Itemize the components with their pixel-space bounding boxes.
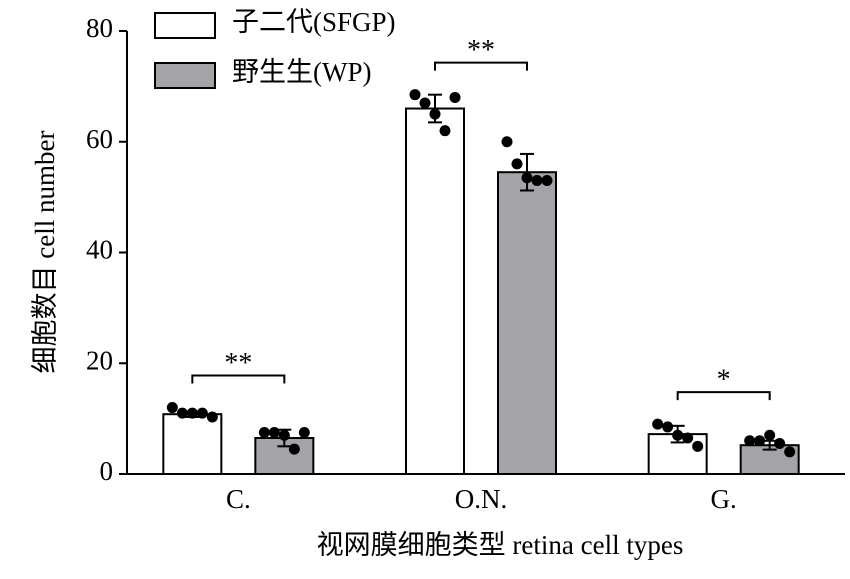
data-point — [176, 407, 188, 419]
data-point — [662, 421, 674, 433]
data-point — [439, 125, 451, 137]
data-point — [419, 97, 431, 109]
x-tick-label: G. — [711, 484, 737, 514]
y-tick-label: 0 — [100, 456, 114, 486]
y-tick-label: 20 — [86, 345, 113, 375]
data-point — [206, 411, 218, 423]
data-point — [511, 158, 523, 170]
significance-bracket — [676, 391, 771, 401]
data-point — [186, 407, 198, 419]
data-point — [196, 407, 208, 419]
legend-swatch — [154, 62, 216, 89]
data-point — [166, 402, 178, 414]
data-point — [521, 172, 533, 184]
bar — [405, 107, 465, 476]
significance-bracket — [191, 374, 286, 384]
data-point — [692, 440, 704, 452]
data-point — [429, 108, 441, 120]
data-point — [278, 429, 290, 441]
data-point — [764, 429, 776, 441]
legend-label: 子二代(SFGP) — [232, 7, 396, 37]
data-point — [409, 89, 421, 101]
data-point — [754, 435, 766, 447]
data-point — [298, 426, 310, 438]
data-point — [784, 446, 796, 458]
significance-bracket — [434, 61, 528, 71]
data-point — [258, 426, 270, 438]
data-point — [531, 175, 543, 187]
y-tick-label: 60 — [86, 124, 113, 154]
y-tick-label: 40 — [86, 235, 113, 265]
legend-swatch — [154, 12, 216, 39]
data-point — [449, 91, 461, 103]
significance-label: * — [717, 365, 731, 396]
data-point — [268, 426, 280, 438]
data-point — [682, 432, 694, 444]
legend-label: 野生生(WP) — [232, 57, 371, 87]
data-point — [541, 175, 553, 187]
y-tick-label: 80 — [86, 13, 113, 43]
data-point — [774, 438, 786, 450]
significance-label: ** — [224, 348, 252, 379]
data-point — [652, 418, 664, 430]
data-point — [672, 429, 684, 441]
x-tick-label: O.N. — [455, 484, 508, 514]
bar — [162, 413, 223, 476]
data-point — [501, 136, 513, 148]
bar — [497, 171, 557, 476]
significance-label: ** — [467, 35, 495, 66]
y-axis-label: 细胞数目 cell number — [30, 131, 60, 374]
data-point — [288, 443, 300, 455]
x-tick-label: C. — [226, 484, 251, 514]
data-point — [744, 435, 756, 447]
x-axis-label: 视网膜细胞类型 retina cell types — [317, 530, 684, 560]
